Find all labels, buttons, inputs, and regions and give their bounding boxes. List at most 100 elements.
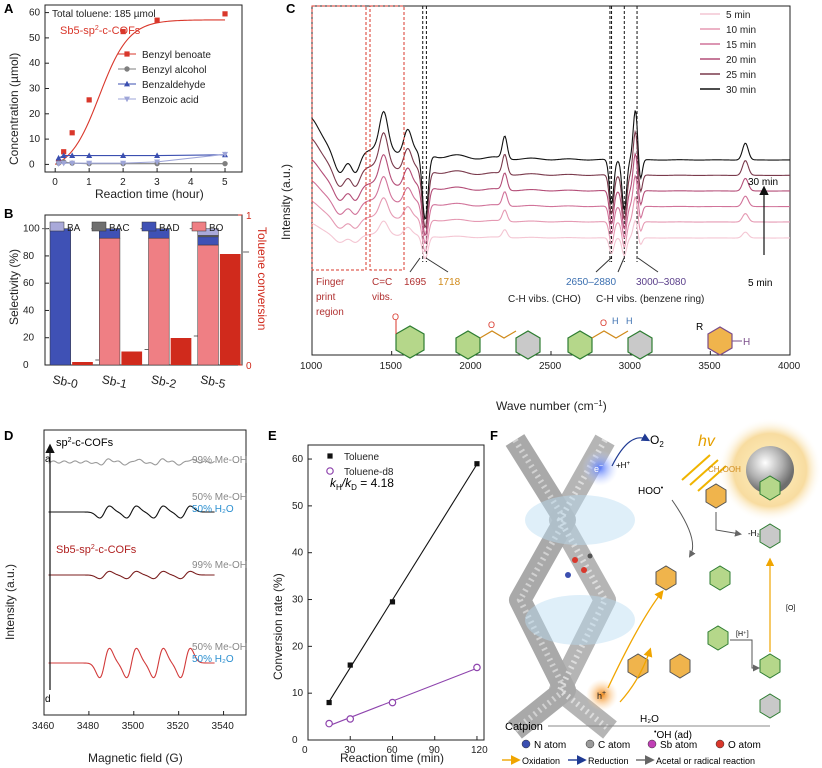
a-ytick-label-1: 10 xyxy=(29,134,41,145)
a-point-0-4 xyxy=(120,28,126,35)
hv-label: hv xyxy=(698,433,716,450)
c-xtick-label-4: 3000 xyxy=(619,361,642,372)
leader-3000 xyxy=(637,257,659,273)
a-point-3-3 xyxy=(86,160,93,167)
epr-trace-c-label: 99% Me-OH xyxy=(192,560,247,571)
panel-b-y2label: Toluene conversion xyxy=(255,227,269,330)
c-spectrum-2 xyxy=(311,174,791,244)
panel-c-plot: 1000 1500 2000 2500 3000 3500 4000 5 min 10 min 1… xyxy=(300,5,801,372)
e-ytick-label-1: 10 xyxy=(292,688,304,699)
arrow-bottom-label: 5 min xyxy=(748,278,772,289)
b-legend-swatch-1 xyxy=(91,221,107,232)
panel-b-frame xyxy=(44,214,243,366)
c-legend-label-1: 10 min xyxy=(726,25,756,36)
a-xtick-label-5: 5 xyxy=(222,177,228,188)
epr-trace-b-label: 50% Me-OH xyxy=(192,492,247,503)
b-legend-swatch-0 xyxy=(49,221,65,232)
e-ytick-label-6: 60 xyxy=(292,454,304,465)
c-atom-icon xyxy=(585,739,595,749)
e-legend-label-1: Toluene-d8 xyxy=(344,467,394,478)
epr-trace-d-label-2: 50% H₂O xyxy=(192,654,234,665)
b-bar-BA-3 xyxy=(197,228,219,236)
panel-d-plot: 3460 3480 3500 3520 3540 xyxy=(32,429,247,732)
c-xtick-label-6: 4000 xyxy=(778,361,801,372)
a-point-3-6 xyxy=(222,151,229,158)
e-xtick-label-0: 0 xyxy=(302,745,308,756)
benzaldehyde-molecule: O xyxy=(392,312,425,359)
benzyl-radical-ring xyxy=(655,565,677,591)
a-point-3-2 xyxy=(69,160,76,167)
cc-text-1: C=C xyxy=(372,277,392,288)
fp-text-2: print xyxy=(316,292,336,303)
a-xtick-label-1: 1 xyxy=(86,177,92,188)
b-bar-BAD-1 xyxy=(99,228,121,239)
a-series-line-0 xyxy=(54,19,226,165)
panel-d-frame xyxy=(43,429,247,716)
e-point-1-0 xyxy=(325,719,333,728)
sb-atom-icon xyxy=(647,739,657,749)
panel-label-b: B xyxy=(4,206,13,221)
epr-label-a: a xyxy=(45,454,51,465)
panel-e-xlabel: Reaction time (min) xyxy=(340,751,444,765)
e-fit-line-1 xyxy=(328,667,478,727)
hplus-label: +H+ xyxy=(616,461,630,470)
r-group-label: R xyxy=(696,322,703,333)
e-ytick-label-5: 50 xyxy=(292,501,304,512)
c-legend-label-2: 15 min xyxy=(726,40,756,51)
b-ytick-label-4: 80 xyxy=(23,251,35,262)
b-bar-BAD-3 xyxy=(197,236,219,246)
c-spectrum-3 xyxy=(311,152,791,237)
b-conv-bar-1 xyxy=(121,351,143,365)
legend-acetal: Acetal or radical reaction xyxy=(656,756,755,766)
e-point-0-0 xyxy=(326,699,332,706)
panel-label-d: D xyxy=(4,428,13,443)
peroxide-ring xyxy=(705,483,727,509)
hoo-label: HOO• xyxy=(638,485,664,497)
ch-vibs-cho: C-H vibs. (CHO) xyxy=(508,294,581,305)
leader-2650 xyxy=(595,257,612,273)
range-3000: 3000–3080 xyxy=(636,277,686,288)
a-point-3-0 xyxy=(55,161,62,167)
benzyl-benzoate-molecule: O xyxy=(455,320,541,360)
cof-framework xyxy=(505,434,635,739)
e-point-1-2 xyxy=(388,698,397,707)
a-legend-marker-3 xyxy=(124,96,130,103)
e-point-0-3 xyxy=(474,461,480,467)
b-legend-swatch-3 xyxy=(191,221,207,232)
a-xtick-label-0: 0 xyxy=(52,177,58,188)
c-legend-label-3: 20 min xyxy=(726,55,756,66)
legend-oxidation: Oxidation xyxy=(522,756,560,766)
o2-label: O2 xyxy=(650,433,664,449)
panel-b-plot: 0 20 40 60 80 100 0 1 Sb-0 Sb-1 Sb-2 Sb-5 BA BAC BAD BO xyxy=(23,211,252,391)
a-point-1-6 xyxy=(222,160,228,167)
toluene-ring-2 xyxy=(669,653,691,679)
e-fit-line-0 xyxy=(328,463,478,702)
c-spectrum-0 xyxy=(311,219,791,260)
panel-d-labels: a d sp2-c-COFs Sb5-sp2-c-COFs 99% Me-OH … xyxy=(45,437,247,705)
panel-e-plot: 0 30 60 90 120 0 10 20 30 40 50 60 Toluene Toluene-d8 xyxy=(292,444,488,756)
e-ytick-label-4: 40 xyxy=(292,548,304,559)
e-point-1-1 xyxy=(346,715,355,723)
d-xtick-label-1: 3480 xyxy=(77,721,100,732)
a-point-2-5 xyxy=(154,152,161,158)
alcohol-ring xyxy=(707,625,729,651)
b-conv-bar-3 xyxy=(219,254,241,365)
kie-label: kH/kD = 4.18 xyxy=(330,476,394,492)
e-legend-label-0: Toluene xyxy=(344,452,379,463)
hole-label: h+ xyxy=(597,690,606,701)
e-point-0-1 xyxy=(347,662,353,668)
d-trace-3 xyxy=(48,647,215,679)
b-category-label-0: Sb-0 xyxy=(51,372,79,391)
b-ytick-label-2: 40 xyxy=(23,305,35,316)
panel-a-xlabel: Reaction time (hour) xyxy=(95,187,204,201)
e-xtick-label-1: 30 xyxy=(344,745,356,756)
b-bar-BO-3 xyxy=(197,244,219,366)
b-category-label-1: Sb-1 xyxy=(101,372,129,391)
e-ytick-label-3: 30 xyxy=(292,595,304,606)
a-legend-label-2: Benzaldehyde xyxy=(142,80,206,91)
a-point-0-1 xyxy=(61,149,67,155)
panel-e-frame xyxy=(307,444,485,741)
e-point-1-3 xyxy=(473,663,481,672)
